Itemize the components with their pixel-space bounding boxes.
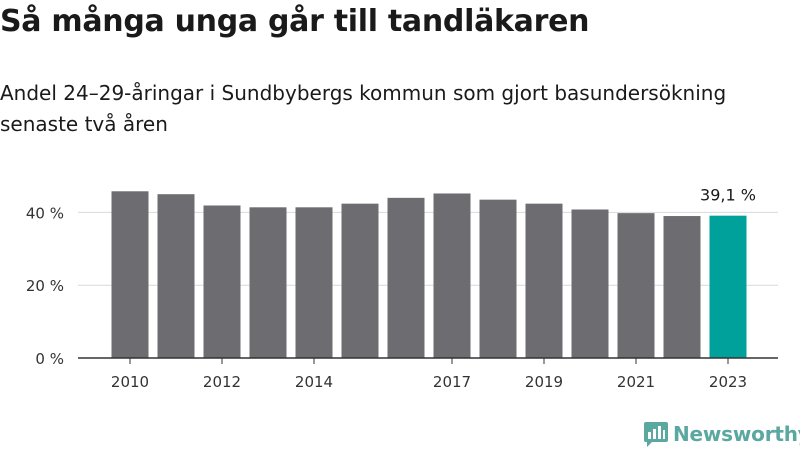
chart-title: Så många unga går till tandläkaren <box>0 4 590 39</box>
chart-subtitle: Andel 24–29-åringar i Sundbybergs kommun… <box>0 81 727 136</box>
bar <box>249 207 287 358</box>
y-tick-label: 0 % <box>35 350 64 368</box>
bar <box>709 215 747 358</box>
data-label: 39,1 % <box>700 186 756 205</box>
x-tick-label: 2010 <box>111 373 149 391</box>
bar <box>203 205 241 358</box>
x-tick-label: 2017 <box>433 373 471 391</box>
bar <box>433 193 471 358</box>
bar <box>295 207 333 358</box>
y-tick-label: 20 % <box>26 277 64 295</box>
bar <box>525 203 563 358</box>
bar <box>341 203 379 358</box>
bar <box>157 194 195 358</box>
x-tick-label: 2012 <box>203 373 241 391</box>
bar <box>617 213 655 358</box>
x-tick-label: 2019 <box>525 373 563 391</box>
x-tick-label: 2021 <box>617 373 655 391</box>
brand-logo: Newsworthy <box>644 420 800 448</box>
bar <box>663 216 701 358</box>
y-tick-label: 40 % <box>26 204 64 222</box>
brand-name: Newsworthy <box>673 422 800 446</box>
bar <box>479 199 517 358</box>
newsworthy-logo-icon <box>644 422 668 447</box>
bar <box>387 197 425 358</box>
bar <box>111 191 149 358</box>
x-tick-label: 2023 <box>709 373 747 391</box>
x-tick-label: 2014 <box>295 373 333 391</box>
bar <box>571 209 609 358</box>
